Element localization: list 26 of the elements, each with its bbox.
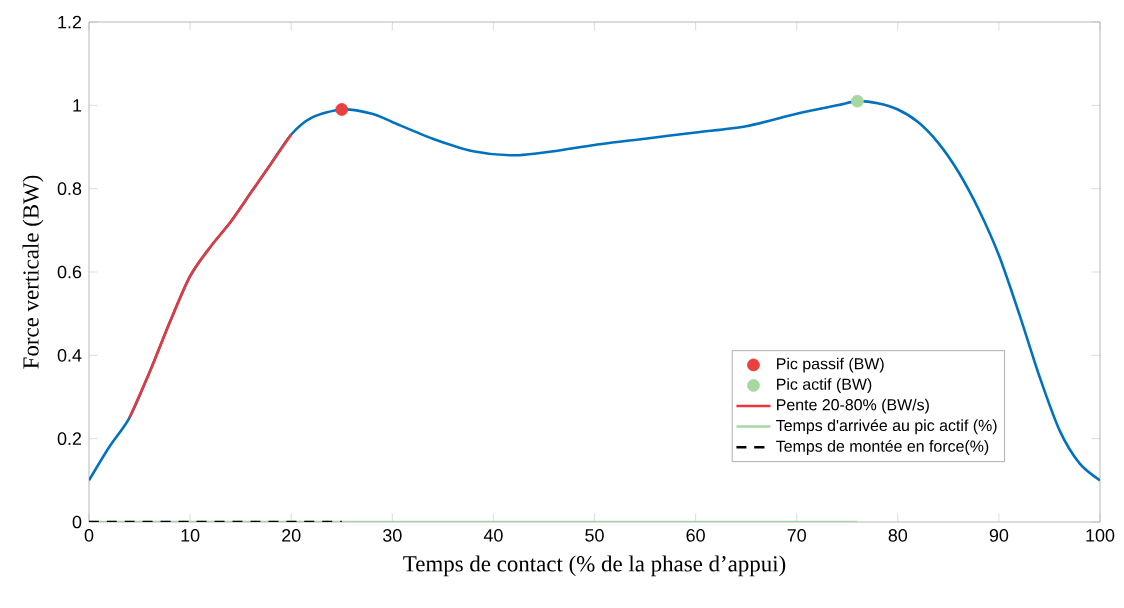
x-tick-label: 30 (383, 529, 402, 542)
y-tick-label: 0 (72, 515, 82, 529)
x-tick-label: 20 (282, 529, 301, 542)
y-tick-label: 0.2 (57, 432, 82, 446)
x-tick-label: 40 (483, 529, 503, 542)
y-tick-label: 0.8 (57, 182, 82, 196)
x-tick-label: 100 (1086, 529, 1115, 542)
y-tick-label: 0.4 (57, 348, 82, 362)
x-tick-label: 60 (686, 529, 705, 542)
x-tick-label: 90 (989, 529, 1009, 542)
legend-label: Pic actif (BW) (777, 378, 872, 394)
x-tick-label: 50 (585, 529, 604, 542)
y-axis-title: Force verticale (BW) (22, 175, 44, 369)
legend-label: Temps de montée en force(%) (776, 439, 989, 455)
legend-label: Pente 20-80% (BW/s) (777, 398, 929, 414)
y-tick-label: 1 (73, 99, 82, 112)
x-tick-label: 0 (84, 529, 94, 542)
legend-label: Pic passif (BW) (777, 357, 884, 373)
legend-label: Temps d'arrivée au pic actif (%) (776, 419, 997, 435)
x-axis-title: Temps de contact (% de la phase d’appui) (403, 555, 786, 577)
y-tick-label: 1.2 (58, 15, 82, 29)
x-tick-label: 10 (181, 529, 200, 542)
x-tick-label: 70 (787, 529, 806, 542)
x-tick-label: 80 (888, 529, 908, 542)
line-series (128, 133, 293, 420)
y-tick-label: 0.6 (57, 265, 82, 279)
